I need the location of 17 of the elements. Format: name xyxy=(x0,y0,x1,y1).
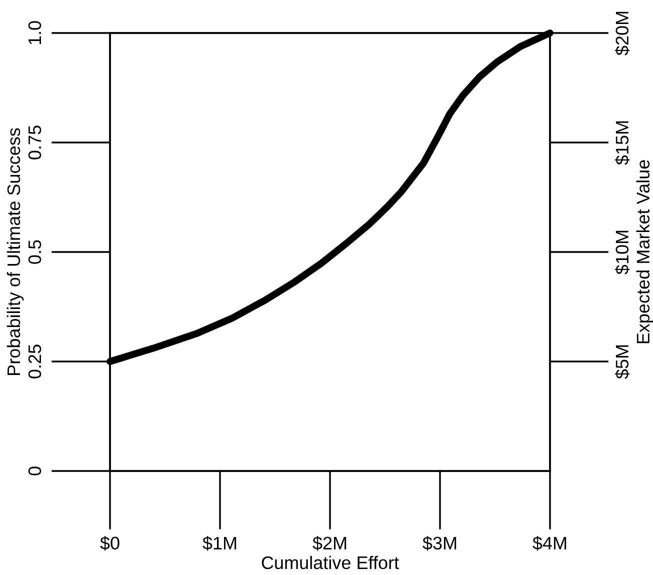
x-tick-label: $3M xyxy=(422,536,456,551)
y-tick-label: 0 xyxy=(28,466,42,476)
y2-axis-title: Expected Market Value xyxy=(636,160,653,344)
y2-tick-label: $20M xyxy=(614,12,630,56)
x-axis-title: Cumulative Effort xyxy=(262,556,399,570)
y-tick-label: 0.5 xyxy=(28,240,42,264)
x-tick-label: $2M xyxy=(312,536,346,551)
y2-tick-label: $15M xyxy=(614,121,630,165)
x-tick-label: $1M xyxy=(202,536,236,551)
y-axis-title: Probability of Ultimate Success xyxy=(6,128,24,375)
x-tick-label: $0 xyxy=(100,536,120,551)
y-tick-label: 0.75 xyxy=(28,126,42,160)
y2-tick-label: $5M xyxy=(614,345,630,379)
y-tick-label: 1.0 xyxy=(28,21,42,44)
y2-tick-label: $10M xyxy=(614,230,630,274)
x-tick-label: $4M xyxy=(532,536,566,551)
y-tick-label: 0.25 xyxy=(28,344,42,378)
